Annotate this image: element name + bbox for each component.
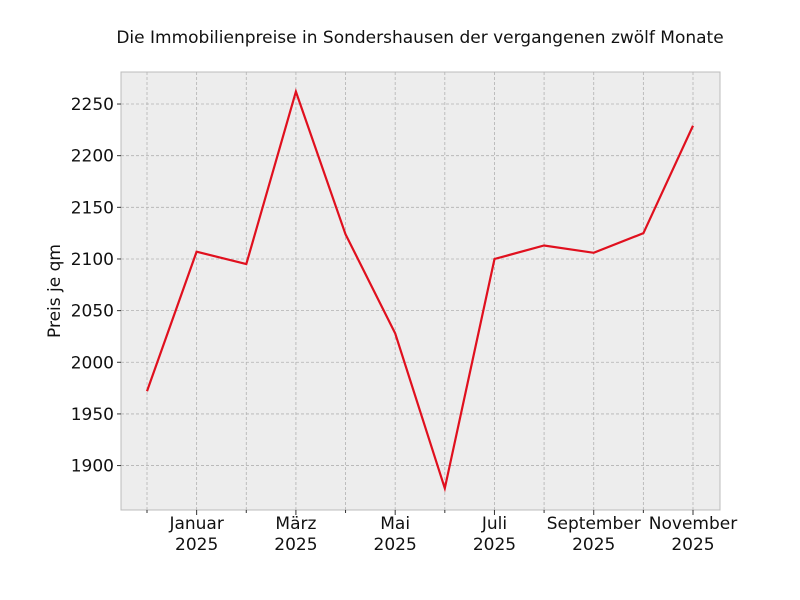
y-tick-label: 2250 [71,95,114,115]
x-tick-year: 2025 [671,535,714,555]
y-tick-label: 2150 [71,198,114,218]
x-tick-month: November [649,514,737,534]
x-tick-month: März [275,514,316,534]
y-tick-label: 1900 [71,457,114,477]
y-tick-label: 2050 [71,302,114,322]
x-axis-ticks: Januar2025März2025Mai2025Juli2025Septemb… [146,510,737,555]
plot-area [120,71,721,511]
x-tick-year: 2025 [175,535,218,555]
chart-title: Die Immobilienpreise in Sondershausen de… [116,28,723,48]
x-tick-month: Juli [481,514,507,534]
x-tick-month: Mai [380,514,410,534]
y-axis-label: Preis je qm [45,244,65,338]
y-axis-ticks: 1900 1950 2000 2050 2100 2150 2200 2250 [71,95,121,477]
x-tick-year: 2025 [274,535,317,555]
x-tick-year: 2025 [572,535,615,555]
y-tick-label: 2100 [71,250,114,270]
y-tick-label: 1950 [71,405,114,425]
x-tick-month: Januar [168,514,223,534]
x-tick-month: September [547,514,641,534]
y-tick-label: 2200 [71,147,114,167]
grid-lines [121,72,720,510]
y-tick-label: 2000 [71,353,114,373]
x-tick-year: 2025 [374,535,417,555]
x-tick-year: 2025 [473,535,516,555]
price-series-line [145,87,694,493]
